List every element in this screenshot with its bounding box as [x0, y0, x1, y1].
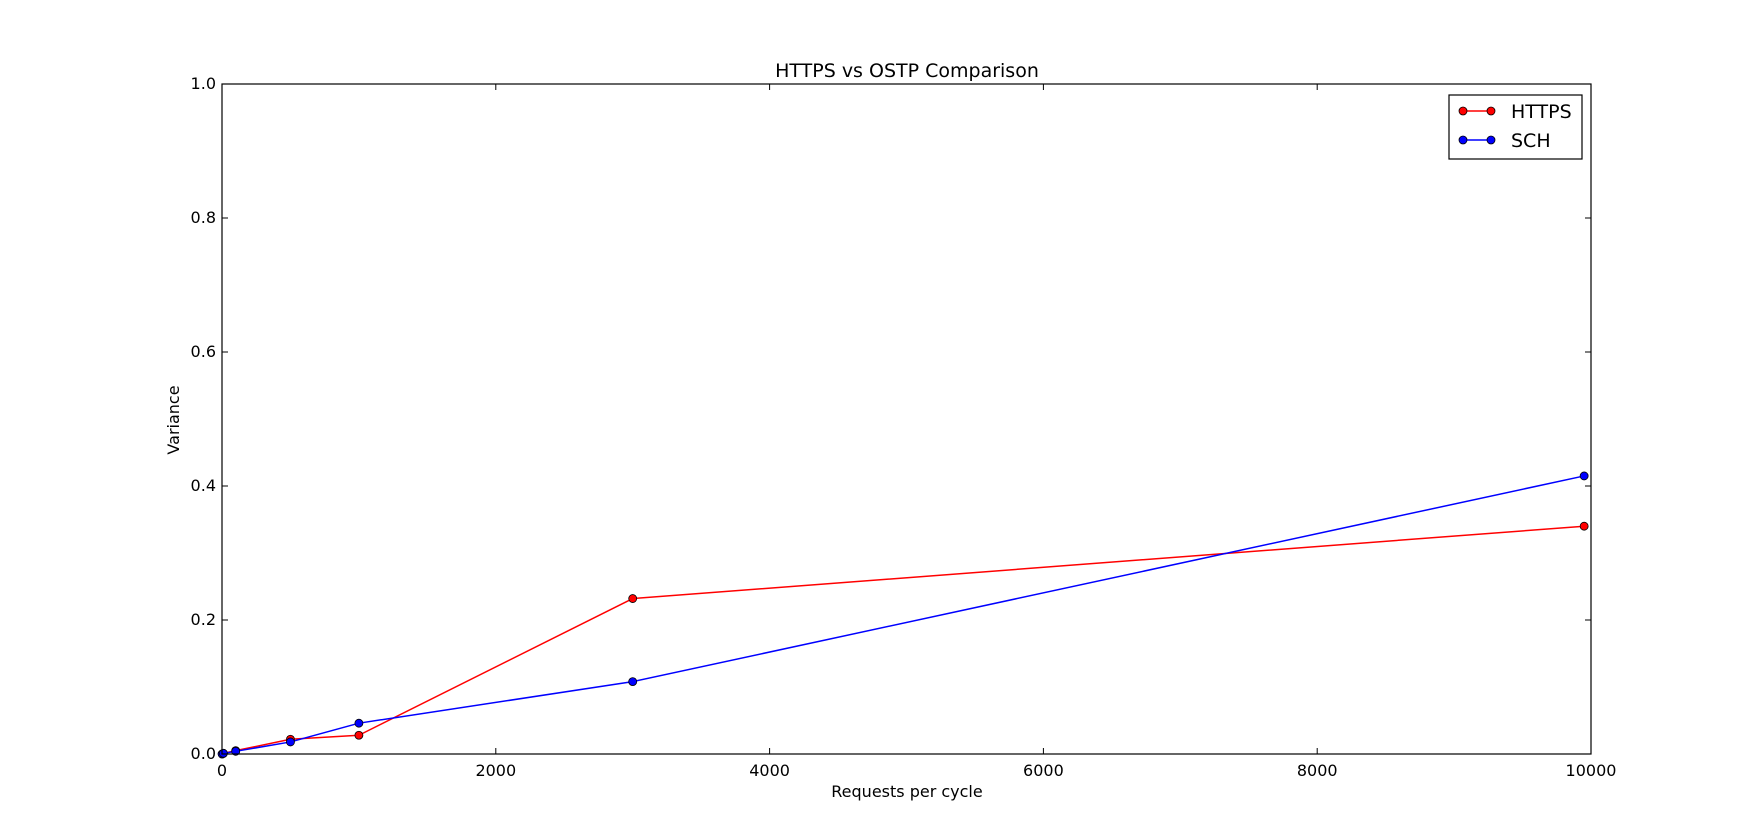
data-point-https — [1579, 521, 1589, 531]
legend-marker-sch — [1458, 135, 1468, 145]
y-axis-label: Variance — [164, 385, 183, 454]
y-tick-label: 0.2 — [191, 610, 216, 629]
data-point-sch — [231, 746, 241, 756]
x-axis-label: Requests per cycle — [831, 782, 982, 801]
data-point-sch — [354, 718, 364, 728]
legend-label-sch: SCH — [1511, 130, 1551, 152]
plot-frame — [221, 83, 1592, 755]
data-point-https — [354, 730, 364, 740]
legend-marker-https — [1486, 106, 1496, 116]
x-tick-label: 6000 — [1023, 761, 1064, 780]
x-tick-label: 10000 — [1566, 761, 1617, 780]
chart-title: HTTPS vs OSTP Comparison — [775, 60, 1039, 82]
y-tick-label: 0.0 — [191, 744, 216, 763]
data-point-sch — [286, 737, 295, 747]
plot-area: 0 2000 4000 6000 8000 10000 0.0 0.2 0.4 0.6 0.8 1.0 — [191, 74, 1617, 780]
legend-marker-https — [1458, 106, 1468, 116]
x-tick-label: 2000 — [475, 761, 516, 780]
data-point-sch — [628, 677, 638, 687]
y-tick-label: 1.0 — [191, 74, 216, 93]
x-tick-label: 8000 — [1297, 761, 1338, 780]
y-tick-label: 0.4 — [191, 476, 216, 495]
data-point-sch — [1579, 471, 1589, 481]
legend: HTTPS SCH — [1448, 94, 1583, 160]
y-tick-label: 0.8 — [191, 208, 216, 227]
data-point-sch — [218, 748, 228, 758]
series-line-https — [221, 525, 1585, 755]
legend-marker-sch — [1486, 135, 1496, 145]
legend-label-https: HTTPS — [1511, 101, 1572, 123]
legend-box — [1448, 94, 1583, 160]
x-tick-label: 4000 — [749, 761, 790, 780]
x-tick-label: 0 — [217, 761, 227, 780]
series-line-sch — [221, 475, 1585, 755]
data-point-https — [628, 594, 638, 603]
y-tick-label: 0.6 — [191, 342, 216, 361]
